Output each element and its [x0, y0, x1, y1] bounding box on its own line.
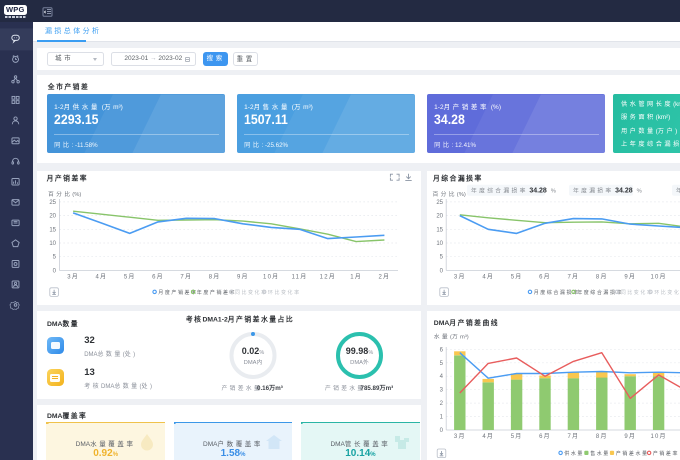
svg-text:6月: 6月: [153, 273, 165, 280]
svg-text:供水量: 供水量: [564, 450, 584, 457]
svg-text:同比变化率: 同比变化率: [235, 288, 268, 295]
svg-text:年度产销差率: 年度产销差率: [197, 288, 236, 295]
svg-text:2月: 2月: [379, 273, 391, 280]
svg-text:9月: 9月: [624, 273, 636, 280]
svg-text:8月: 8月: [596, 273, 608, 280]
svg-text:环比变化率: 环比变化率: [268, 288, 301, 295]
svg-text:0: 0: [439, 268, 443, 274]
svg-text:月度综合漏损率: 月度综合漏损率: [533, 288, 579, 295]
svg-text:10月: 10月: [650, 433, 666, 440]
svg-text:10: 10: [436, 241, 443, 247]
svg-text:7月: 7月: [567, 433, 579, 440]
svg-text:0: 0: [439, 428, 443, 434]
svg-text:9月: 9月: [624, 433, 636, 440]
svg-text:售水量: 售水量: [590, 450, 610, 457]
svg-text:百分比(%): 百分比(%): [432, 190, 465, 198]
svg-text:6: 6: [439, 347, 443, 353]
svg-text:年: 年: [676, 186, 680, 194]
svg-text:月度产销差率: 月度产销差率: [159, 288, 198, 295]
svg-text:10: 10: [50, 241, 57, 247]
svg-text:20: 20: [50, 213, 57, 219]
svg-text:8月: 8月: [596, 433, 608, 440]
svg-text:3月: 3月: [454, 273, 466, 280]
svg-text:6月: 6月: [539, 433, 551, 440]
svg-text:DMA内: DMA内: [244, 358, 263, 366]
svg-text:考核DMA1-2月产销差水量占比: 考核DMA1-2月产销差水量占比: [186, 315, 294, 324]
svg-text:0.02%: 0.02%: [242, 346, 265, 356]
svg-text:10月: 10月: [263, 273, 279, 280]
svg-text:年度综合漏损率: 年度综合漏损率: [577, 288, 623, 295]
svg-text:年度综合漏损率 34.28 %: 年度综合漏损率 34.28 %: [471, 186, 558, 194]
svg-text:5: 5: [439, 361, 443, 367]
svg-text:百分比(%): 百分比(%): [48, 190, 81, 198]
svg-text:环比变化率: 环比变化率: [654, 288, 680, 295]
svg-text:产销差率: 产销差率: [652, 450, 678, 457]
svg-text:25: 25: [436, 199, 443, 205]
svg-text:15: 15: [436, 227, 443, 233]
svg-text:5: 5: [439, 254, 443, 260]
svg-text:3: 3: [439, 388, 443, 394]
svg-text:月产销差率: 月产销差率: [46, 173, 88, 182]
svg-text:11月: 11月: [292, 273, 308, 280]
svg-text:20: 20: [436, 213, 443, 219]
svg-text:5月: 5月: [510, 433, 522, 440]
svg-text:产销差水量: 产销差水量: [615, 450, 648, 457]
svg-text:月综合漏损率: 月综合漏损率: [432, 173, 483, 182]
svg-text:6月: 6月: [539, 273, 551, 280]
svg-text:5月: 5月: [124, 273, 136, 280]
svg-text:7月: 7月: [567, 273, 579, 280]
svg-text:8月: 8月: [209, 273, 221, 280]
svg-text:4月: 4月: [482, 273, 494, 280]
svg-text:0: 0: [53, 268, 57, 274]
svg-text:水量(万m³): 水量(万m³): [433, 333, 468, 341]
svg-text:1月: 1月: [351, 273, 363, 280]
svg-text:5: 5: [53, 254, 57, 260]
svg-text:785.89万m³: 785.89万m³: [361, 385, 394, 392]
svg-text:产销差水量: 产销差水量: [325, 384, 366, 392]
svg-text:4月: 4月: [482, 433, 494, 440]
svg-text:1: 1: [439, 415, 443, 421]
svg-text:25: 25: [50, 199, 57, 205]
svg-text:0.16万m³: 0.16万m³: [257, 385, 283, 392]
svg-text:DMA外: DMA外: [351, 358, 370, 366]
svg-text:年度漏损率 34.28 %: 年度漏损率 34.28 %: [573, 186, 644, 194]
svg-text:10月: 10月: [650, 273, 666, 280]
svg-text:4月: 4月: [96, 273, 108, 280]
svg-text:12月: 12月: [320, 273, 336, 280]
svg-text:同比变化率: 同比变化率: [620, 288, 653, 295]
svg-text:9月: 9月: [237, 273, 249, 280]
svg-text:DMA月产销差曲线: DMA月产销差曲线: [433, 318, 498, 327]
svg-text:5月: 5月: [510, 273, 522, 280]
svg-text:4: 4: [439, 374, 443, 380]
svg-text:2: 2: [439, 401, 443, 407]
svg-text:15: 15: [50, 227, 57, 233]
svg-text:3月: 3月: [68, 273, 80, 280]
svg-text:7月: 7月: [181, 273, 193, 280]
svg-text:产销差水量: 产销差水量: [222, 384, 263, 392]
svg-text:3月: 3月: [454, 433, 466, 440]
svg-text:99.98%: 99.98%: [346, 346, 374, 356]
